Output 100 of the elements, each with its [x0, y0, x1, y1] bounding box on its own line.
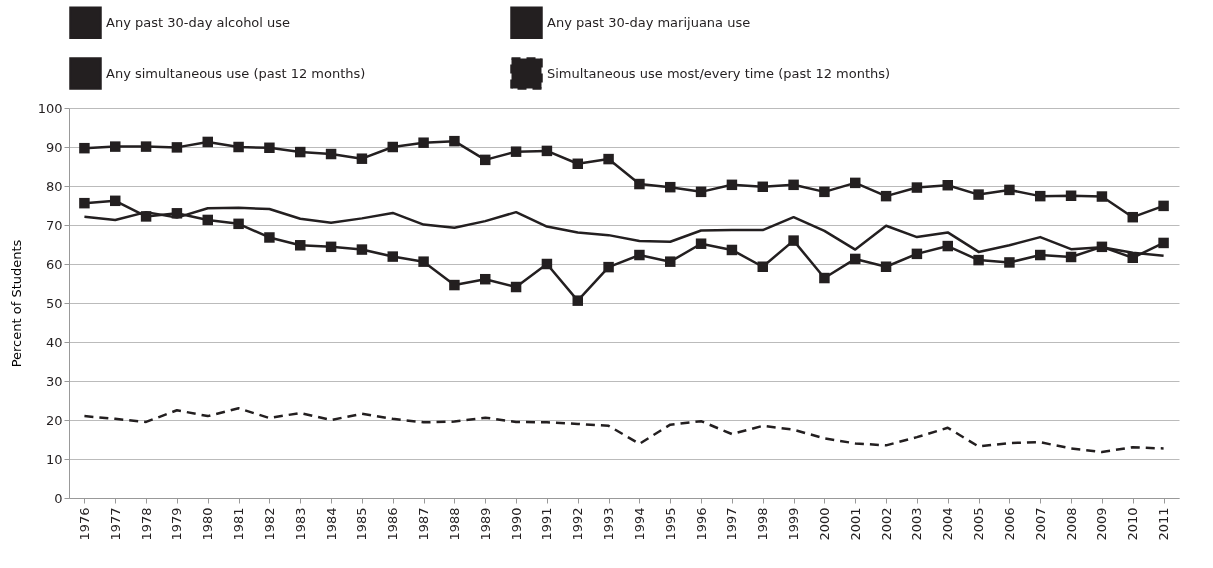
x-tick-label: 1991: [539, 507, 555, 541]
point: [418, 137, 429, 148]
y-tick-label: 30: [45, 373, 63, 389]
point: [695, 238, 707, 249]
point: [480, 154, 491, 166]
x-tick-label: 1992: [570, 507, 586, 541]
x-tick-label: 2010: [1125, 507, 1141, 541]
y-tick-label: 10: [45, 451, 63, 467]
x-tick-label: 1994: [631, 507, 647, 541]
x-tick-label: 1989: [477, 507, 493, 541]
y-tick-label: 90: [45, 139, 63, 155]
legend-label: Simultaneous use most/every time (past 12 months): [547, 65, 891, 81]
point: [387, 251, 398, 262]
point: [140, 211, 152, 222]
x-tick-label: 2005: [971, 507, 987, 541]
point: [1096, 241, 1108, 253]
legend-label: Any simultaneous use (past 12 months): [106, 65, 366, 81]
point: [79, 142, 90, 154]
point: [880, 190, 892, 202]
x-tick-label: 1979: [169, 507, 185, 541]
point: [449, 279, 460, 291]
point: [480, 273, 491, 285]
point: [171, 142, 183, 153]
x-tick-label: 1990: [508, 507, 524, 541]
y-tick-label: 100: [37, 100, 63, 116]
point: [726, 179, 738, 191]
point: [1158, 237, 1169, 249]
x-tick-label: 2006: [1001, 507, 1017, 541]
x-tick-label: 1980: [200, 507, 216, 541]
point: [541, 258, 553, 270]
point: [110, 141, 121, 152]
x-tick-label: 2003: [909, 507, 925, 541]
point: [171, 208, 183, 219]
point: [1065, 251, 1077, 263]
x-tick-label: 2002: [878, 507, 894, 541]
point: [1004, 184, 1015, 196]
x-tick-label: 1985: [354, 507, 370, 541]
point: [541, 145, 553, 157]
point: [880, 261, 892, 272]
point: [418, 256, 429, 267]
point: [449, 135, 460, 147]
y-tick-label: 20: [45, 412, 63, 428]
x-tick-label: 1976: [76, 507, 92, 541]
legend-label: Any past 30-day alcohol use: [106, 14, 291, 30]
x-tick-label: 1977: [107, 507, 123, 541]
point: [850, 253, 861, 265]
point: [572, 295, 583, 306]
point: [356, 244, 368, 255]
x-tick-label: 2000: [816, 507, 832, 541]
point: [973, 189, 984, 200]
point: [325, 148, 337, 160]
point: [295, 240, 306, 251]
point: [1096, 191, 1108, 202]
x-tick-label: 2004: [940, 507, 956, 541]
point: [911, 182, 923, 193]
y-tick-label: 60: [45, 256, 63, 272]
point: [788, 179, 799, 191]
x-tick-label: 1978: [138, 507, 154, 541]
y-tick-label: 50: [45, 295, 63, 311]
x-tick-label: 2011: [1156, 507, 1172, 541]
point: [757, 261, 768, 272]
x-tick-label: 1983: [292, 507, 308, 541]
x-tick-label: 1999: [786, 507, 802, 541]
x-tick-label: 1997: [724, 507, 740, 541]
point: [850, 177, 861, 189]
point: [264, 232, 275, 243]
point: [510, 281, 522, 293]
point: [726, 244, 738, 256]
point: [819, 272, 830, 284]
point: [665, 181, 676, 193]
x-tick-label: 1996: [693, 507, 709, 541]
y-tick-label: 80: [45, 178, 63, 194]
x-tick-label: 1984: [323, 507, 339, 541]
x-tick-label: 1987: [416, 507, 432, 541]
y-tick-label: 70: [45, 217, 63, 233]
point: [79, 197, 90, 209]
point: [695, 186, 707, 198]
point: [634, 249, 645, 261]
point: [202, 214, 213, 226]
point: [788, 235, 799, 246]
point: [572, 158, 583, 170]
x-tick-label: 1998: [755, 507, 771, 541]
x-tick-label: 2008: [1063, 507, 1079, 541]
point: [603, 153, 614, 165]
point: [233, 141, 244, 153]
point: [1158, 200, 1169, 212]
y-axis-title: Percent of Students: [8, 239, 24, 368]
point: [911, 248, 923, 260]
x-tick-label: 1982: [261, 507, 277, 541]
point: [1065, 190, 1077, 201]
point: [510, 146, 522, 157]
point: [634, 178, 645, 190]
point: [202, 136, 213, 148]
x-tick-label: 1988: [446, 507, 462, 541]
point: [387, 141, 398, 153]
x-tick-label: 1995: [662, 507, 678, 541]
point: [325, 241, 337, 253]
point: [603, 261, 614, 273]
x-tick-label: 1986: [385, 507, 401, 541]
x-tick-label: 2001: [847, 507, 863, 541]
